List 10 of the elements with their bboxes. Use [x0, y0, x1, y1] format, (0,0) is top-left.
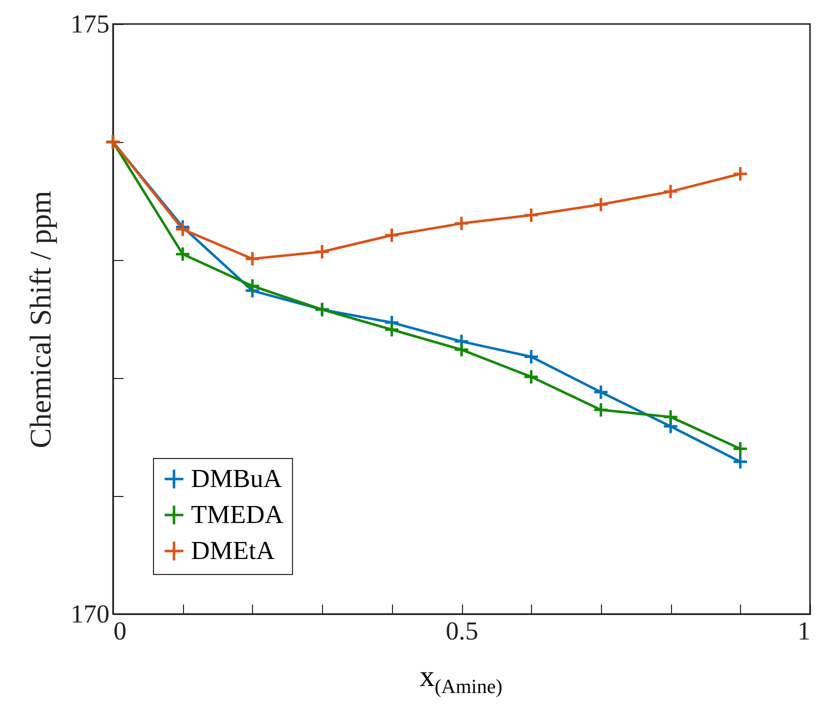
legend-label: DMEtA	[191, 536, 275, 565]
x-tick-label: 0.5	[446, 616, 478, 646]
y-tick-label: 175	[70, 10, 110, 38]
y-axis-title: Chemical Shift / ppm	[24, 190, 58, 448]
x-axis-title: x$_{(Amine)}$	[418, 660, 504, 699]
legend-label: TMEDA	[191, 500, 284, 529]
y-tick-label: 170	[70, 600, 110, 628]
legend-label: DMBuA	[191, 464, 282, 493]
x-tick-label: 0	[114, 616, 126, 646]
x-tick-label: 1	[798, 616, 810, 646]
